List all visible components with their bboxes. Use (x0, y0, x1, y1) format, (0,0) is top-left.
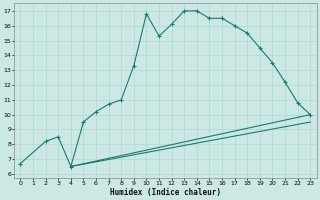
X-axis label: Humidex (Indice chaleur): Humidex (Indice chaleur) (110, 188, 221, 197)
